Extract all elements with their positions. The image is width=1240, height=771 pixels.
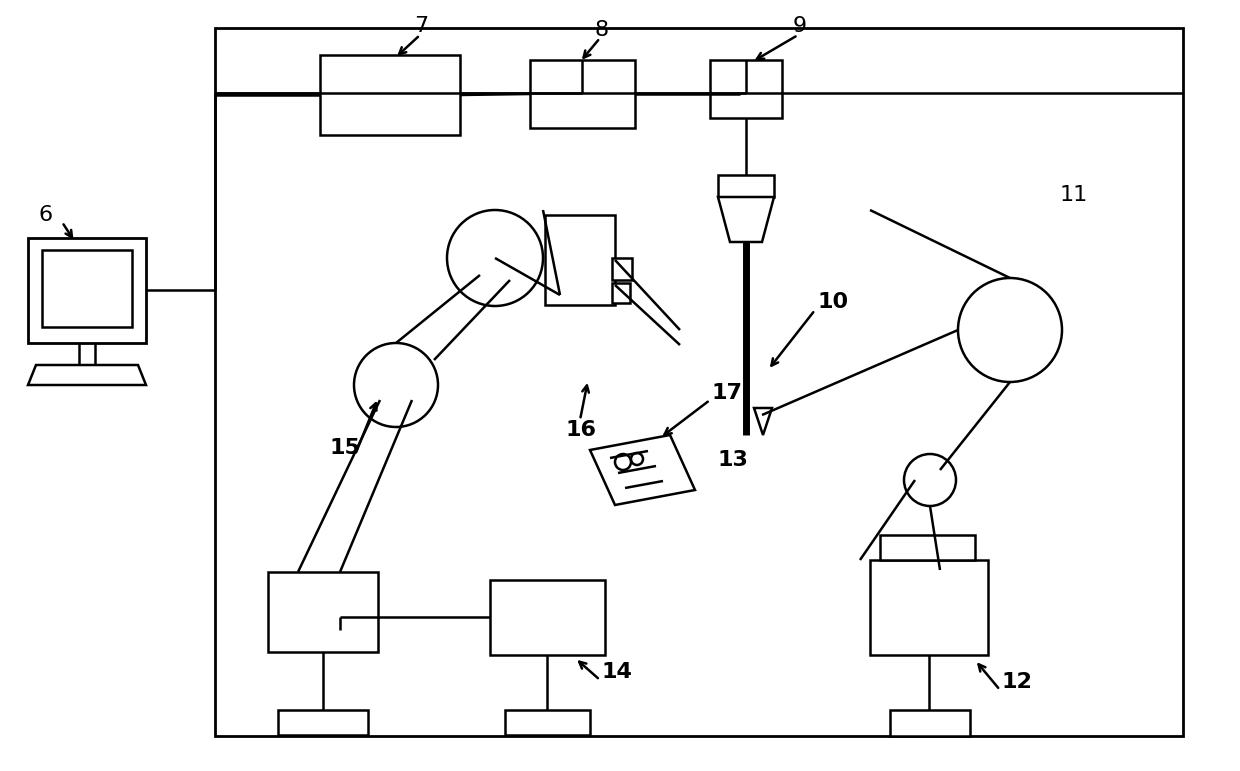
Bar — [613, 258, 632, 280]
Bar — [890, 710, 970, 736]
Bar — [268, 572, 378, 652]
Polygon shape — [29, 365, 146, 385]
Bar — [490, 580, 605, 655]
Text: 6: 6 — [38, 205, 52, 225]
Bar — [613, 283, 630, 303]
Circle shape — [631, 453, 644, 465]
Text: 14: 14 — [601, 662, 632, 682]
Bar — [278, 710, 368, 735]
Text: 16: 16 — [565, 420, 596, 440]
Text: 8: 8 — [594, 20, 608, 40]
Text: 9: 9 — [794, 16, 807, 36]
Bar — [711, 60, 782, 118]
Polygon shape — [718, 197, 774, 242]
Bar — [215, 28, 1183, 736]
Text: 13: 13 — [718, 450, 749, 470]
Circle shape — [904, 454, 956, 506]
Bar — [870, 560, 988, 655]
Bar — [320, 55, 460, 135]
Text: 7: 7 — [414, 16, 428, 36]
Circle shape — [353, 343, 438, 427]
Bar — [29, 238, 146, 343]
Bar — [529, 60, 635, 128]
Text: 12: 12 — [1002, 672, 1033, 692]
Circle shape — [446, 210, 543, 306]
Bar — [505, 710, 590, 735]
Bar — [718, 175, 774, 197]
Text: 10: 10 — [817, 292, 848, 312]
Text: 11: 11 — [1060, 185, 1089, 205]
Circle shape — [959, 278, 1061, 382]
Polygon shape — [590, 435, 694, 505]
Bar — [880, 535, 975, 560]
Bar — [42, 250, 131, 327]
Bar — [546, 215, 615, 305]
Text: 15: 15 — [330, 438, 361, 458]
Text: 17: 17 — [712, 383, 743, 403]
Circle shape — [615, 454, 631, 470]
Polygon shape — [754, 408, 773, 435]
